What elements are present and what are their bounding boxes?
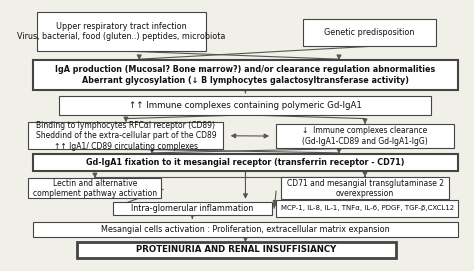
Text: IgA production (Mucosal? Bone marrow?) and/or clearance regulation abnormalities: IgA production (Mucosal? Bone marrow?) a… [55,65,436,85]
Text: Upper respiratory tract infection
Virus, bacterial, food (gluten..) peptides, mi: Upper respiratory tract infection Virus,… [17,22,226,41]
FancyBboxPatch shape [77,242,396,258]
FancyBboxPatch shape [28,122,223,149]
Text: ↓  Immune complexes clearance
(Gd-IgA1-CD89 and Gd-IgA1-IgG): ↓ Immune complexes clearance (Gd-IgA1-CD… [302,126,428,146]
Text: PROTEINURIA AND RENAL INSUFFISIANCY: PROTEINURIA AND RENAL INSUFFISIANCY [137,246,337,254]
Text: ↑↑ Immune complexes containing polymeric Gd-IgA1: ↑↑ Immune complexes containing polymeric… [129,101,362,110]
FancyBboxPatch shape [303,19,436,46]
FancyBboxPatch shape [276,124,454,148]
FancyBboxPatch shape [33,222,458,237]
FancyBboxPatch shape [33,154,458,171]
FancyBboxPatch shape [28,178,161,198]
Text: MCP-1, IL-8, IL-1, TNFα, IL-6, PDGF, TGF-β,CXCL12: MCP-1, IL-8, IL-1, TNFα, IL-6, PDGF, TGF… [281,205,454,211]
FancyBboxPatch shape [281,177,449,199]
Text: Genetic predisposition: Genetic predisposition [324,28,415,37]
FancyBboxPatch shape [37,12,206,51]
Text: Binding to lymphocytes RFCαI receptor (CD89)
Sheddind of the extra-cellular part: Binding to lymphocytes RFCαI receptor (C… [36,121,216,151]
FancyBboxPatch shape [113,202,272,215]
Text: Lectin and alternative
complement pathway activation: Lectin and alternative complement pathwa… [33,179,157,198]
Text: Mesangial cells activation : Proliferation, extracellular matrix expansion: Mesangial cells activation : Proliferati… [101,225,390,234]
FancyBboxPatch shape [33,60,458,90]
Text: Gd-IgA1 fixation to it mesangial receptor (transferrin receptor - CD71): Gd-IgA1 fixation to it mesangial recepto… [86,158,405,167]
FancyBboxPatch shape [276,200,458,217]
Text: CD71 and mesangial transglutaminase 2
overexpression: CD71 and mesangial transglutaminase 2 ov… [286,179,444,198]
FancyBboxPatch shape [60,96,431,115]
Text: Intra-glomerular inflammation: Intra-glomerular inflammation [131,204,254,213]
